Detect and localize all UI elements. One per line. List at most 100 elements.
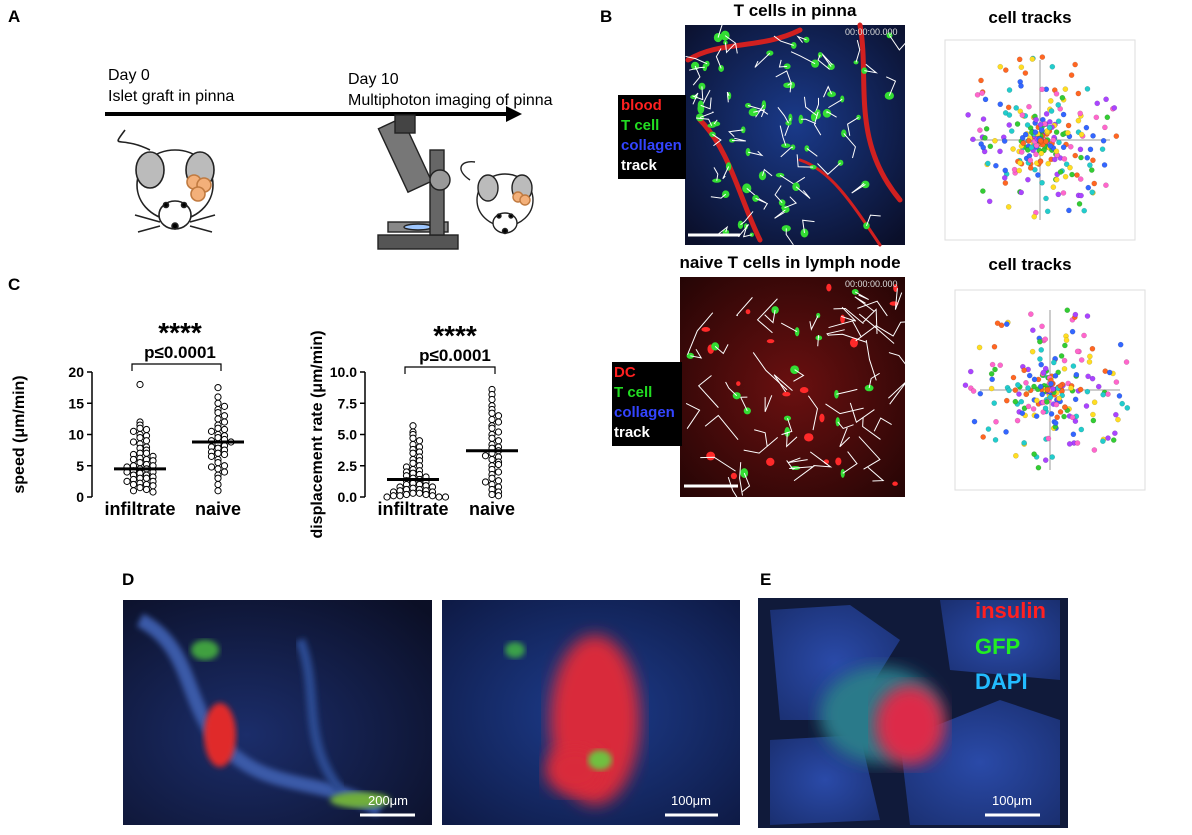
track-point (967, 368, 974, 375)
track-point (1019, 112, 1026, 118)
track-point (1073, 371, 1080, 378)
cell-spot (730, 472, 737, 480)
track-point (1012, 398, 1019, 405)
track-point (1020, 140, 1027, 146)
cell-track (787, 457, 808, 464)
y-tick-label: 0.0 (338, 489, 358, 505)
data-point (488, 415, 496, 424)
data-point (129, 480, 138, 489)
timeline-label: Multiphoton imaging of pinna (348, 92, 553, 109)
significance-stars: **** (433, 320, 477, 351)
track-point (1078, 357, 1085, 363)
cell-track (787, 82, 792, 93)
track-point (1049, 454, 1056, 460)
timeline-label: Day 0 (108, 67, 150, 84)
cell-spots (685, 283, 921, 504)
timeline-label: Islet graft in pinna (108, 88, 234, 105)
cell-track (865, 214, 881, 226)
track-point (1010, 374, 1017, 381)
track-point (1010, 146, 1016, 152)
track-point (1083, 403, 1090, 409)
track-point (1099, 146, 1106, 153)
cell-track (862, 308, 878, 334)
track-point (1057, 169, 1064, 175)
track-point (1102, 124, 1108, 131)
cell-spot (827, 91, 836, 98)
legend-text: collagen (621, 137, 682, 154)
data-point (409, 434, 417, 442)
track-point (982, 96, 989, 103)
cell-track (784, 196, 798, 209)
data-point (214, 424, 222, 432)
cell-track (855, 40, 861, 63)
data-point (488, 424, 496, 432)
track-point (1016, 167, 1023, 174)
track-point (1028, 144, 1035, 151)
legend-text: T cell (614, 384, 652, 401)
data-point (142, 474, 151, 482)
track-point (1111, 105, 1118, 111)
track-point (965, 112, 971, 118)
track-point (1068, 385, 1074, 391)
track-point (1094, 100, 1101, 107)
track-point (1044, 386, 1051, 393)
track-point (1106, 369, 1113, 376)
cell-spot (794, 327, 800, 337)
track-point (1076, 201, 1083, 207)
track-point (1037, 137, 1044, 144)
track-point (1074, 440, 1081, 446)
cell-spot (706, 451, 716, 461)
track-point (1050, 137, 1057, 143)
x-tick-label: infiltrate (104, 499, 175, 519)
track-point (1074, 172, 1080, 178)
track-point (1029, 348, 1036, 355)
micrograph (123, 600, 432, 825)
track-point (1112, 411, 1119, 418)
track-point (1064, 129, 1071, 136)
cell-spot (853, 60, 859, 65)
track-point (1013, 105, 1020, 111)
track-point (1117, 341, 1124, 348)
cell-track (868, 372, 880, 389)
cell-track (828, 320, 862, 338)
data-point (214, 384, 222, 392)
track-point (1037, 158, 1044, 165)
legend-text: blood (621, 97, 662, 114)
track-point (1006, 387, 1012, 394)
cell-spot (723, 40, 728, 45)
track-point (1035, 464, 1042, 471)
cell-track (833, 307, 864, 324)
data-point (383, 493, 391, 501)
track-point (1031, 213, 1038, 220)
data-point (409, 459, 417, 467)
cell-track (779, 125, 787, 146)
cell-spot (729, 138, 735, 143)
cell-spot (892, 481, 898, 486)
track-point (1066, 441, 1073, 447)
track-point (1002, 67, 1009, 73)
data-point (488, 474, 496, 482)
track-point (1060, 190, 1067, 196)
track-point (1048, 411, 1055, 417)
legend-text: DAPI (975, 669, 1028, 694)
track-point (1019, 134, 1026, 141)
track-point (1039, 86, 1045, 93)
track-point (1100, 438, 1106, 445)
data-point (409, 489, 417, 497)
data-point (422, 490, 430, 499)
cell-spot (819, 413, 825, 423)
track-point (1008, 128, 1015, 134)
track-point (1018, 64, 1025, 71)
track-point (1003, 321, 1010, 327)
track-point (1038, 361, 1045, 368)
legend-text: insulin (975, 598, 1046, 623)
legend-box (612, 362, 682, 446)
track-point (986, 198, 993, 205)
track-point (1048, 108, 1055, 114)
track-point (1045, 435, 1052, 442)
cell-track (849, 402, 875, 423)
cell-track (773, 35, 794, 46)
track-point (1078, 192, 1084, 199)
track-point (1035, 172, 1041, 178)
track-point (1113, 133, 1120, 139)
